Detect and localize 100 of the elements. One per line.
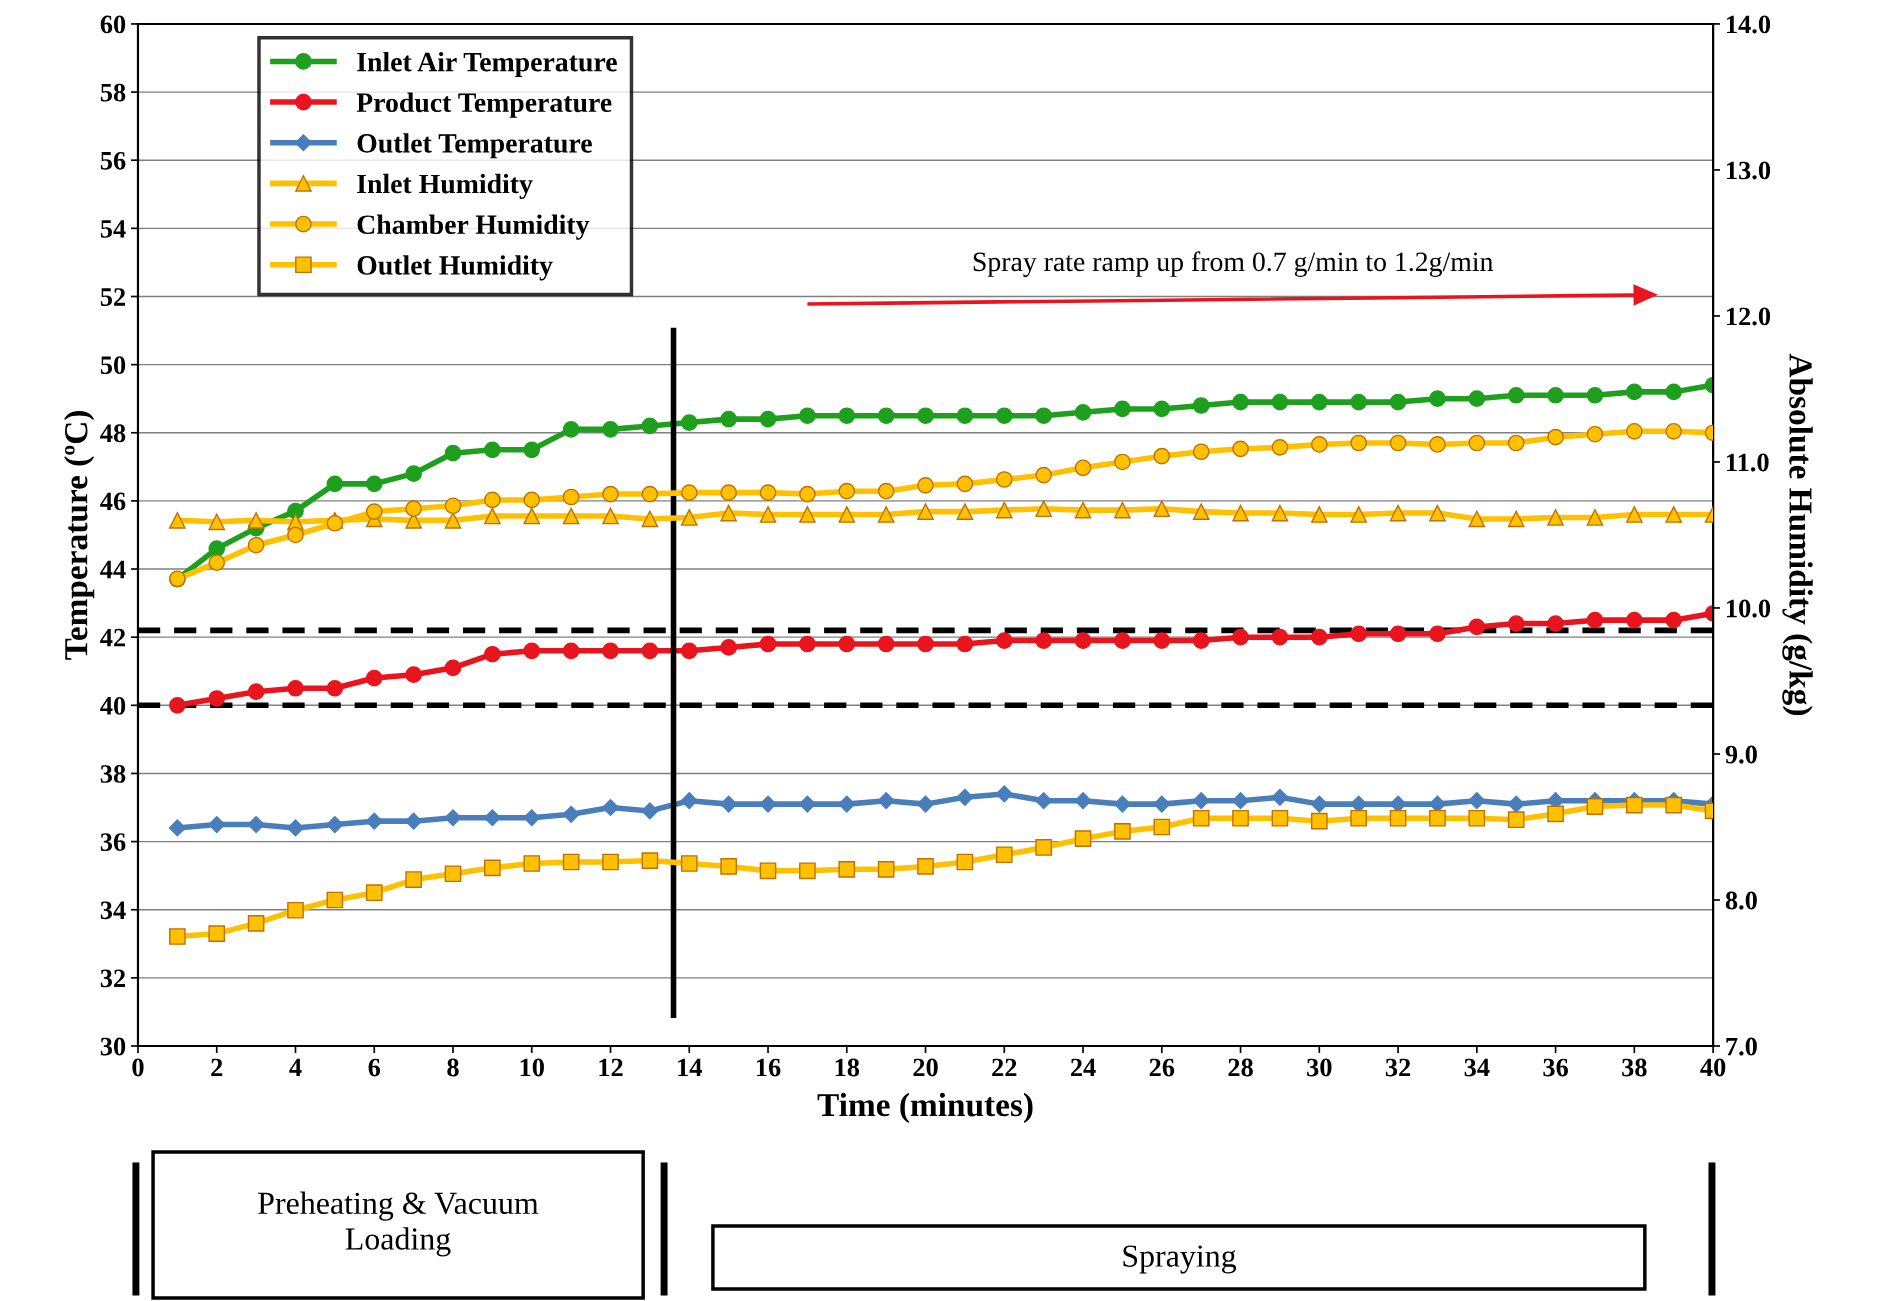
x-tick-label: 36	[1543, 1058, 1568, 1077]
point	[1468, 792, 1486, 810]
point	[680, 855, 698, 872]
point	[1350, 809, 1368, 827]
point	[247, 512, 265, 529]
point	[1035, 839, 1053, 856]
point	[601, 798, 620, 817]
point	[444, 444, 462, 462]
point	[1074, 792, 1092, 810]
point	[995, 471, 1013, 488]
x-tick-label: 22	[992, 1058, 1017, 1077]
point	[1114, 823, 1131, 840]
point	[877, 792, 895, 810]
point	[1389, 809, 1407, 827]
point	[956, 788, 974, 806]
point	[680, 642, 698, 660]
point	[1271, 628, 1289, 646]
point	[602, 421, 619, 438]
point	[995, 632, 1013, 649]
point	[1389, 625, 1407, 643]
point	[641, 485, 659, 503]
point	[1153, 400, 1171, 418]
point	[1153, 500, 1171, 518]
point	[326, 475, 344, 493]
point	[641, 852, 659, 869]
point	[484, 507, 501, 525]
point	[1468, 809, 1486, 827]
point	[405, 812, 423, 830]
point	[1310, 795, 1328, 813]
point	[1429, 436, 1446, 453]
point	[917, 407, 934, 425]
point	[1507, 386, 1525, 404]
point	[562, 507, 580, 525]
y-tick-label: 58	[100, 83, 126, 102]
point	[365, 503, 383, 520]
y-tick-label: 40	[100, 696, 126, 715]
point	[405, 871, 422, 888]
y-tick-label: 46	[100, 492, 126, 511]
y-tick-label: 32	[100, 969, 126, 988]
legend-label: Inlet Air Temperature	[357, 51, 617, 78]
point	[1429, 809, 1446, 827]
point	[680, 509, 698, 526]
point	[1547, 509, 1564, 526]
point	[1232, 628, 1249, 646]
point	[956, 853, 974, 871]
point	[1350, 625, 1368, 643]
point	[759, 410, 777, 428]
point	[1310, 393, 1328, 411]
point	[602, 642, 619, 660]
point	[208, 513, 226, 531]
point	[995, 501, 1013, 519]
point	[1468, 618, 1486, 636]
annotation: Spray rate ramp up from 0.7 g/min to 1.2g/min	[973, 251, 1494, 277]
point	[1114, 453, 1131, 471]
point	[641, 417, 659, 435]
point	[1310, 436, 1328, 453]
point	[1665, 611, 1683, 629]
point	[1192, 443, 1210, 461]
point	[523, 642, 541, 660]
point	[365, 669, 383, 687]
point	[1507, 510, 1525, 528]
point	[799, 506, 816, 523]
point	[1389, 393, 1407, 411]
point	[1192, 397, 1210, 414]
point	[602, 485, 619, 503]
point	[641, 510, 659, 528]
point	[1192, 792, 1210, 810]
point	[168, 819, 186, 837]
point	[1310, 812, 1328, 830]
x-tick-label: 2	[211, 1058, 223, 1077]
point	[759, 795, 777, 813]
point	[1468, 510, 1486, 528]
y-tick-label: 36	[100, 833, 126, 852]
point	[523, 855, 541, 872]
x-tick-label: 40	[1700, 1058, 1726, 1077]
point	[444, 809, 462, 827]
point	[1507, 615, 1525, 632]
point	[365, 884, 383, 902]
point	[1547, 615, 1564, 632]
point	[1429, 504, 1446, 522]
y2-tick-label: 7.0	[1726, 1037, 1757, 1056]
point	[1035, 466, 1053, 484]
y-tick-label: 38	[100, 765, 126, 783]
point	[759, 862, 777, 880]
point	[1547, 386, 1564, 404]
point	[562, 488, 580, 506]
text: Preheating & Vacuum Loading	[258, 1191, 539, 1257]
point	[1625, 383, 1643, 401]
point	[1468, 434, 1486, 452]
point	[917, 476, 934, 494]
text: Spraying	[1123, 1245, 1237, 1274]
point	[208, 690, 226, 707]
point	[365, 812, 383, 830]
point	[956, 503, 974, 520]
point	[1074, 403, 1092, 421]
point	[877, 635, 895, 653]
point	[1232, 792, 1250, 810]
point	[1271, 788, 1289, 806]
point	[680, 414, 698, 431]
point	[799, 862, 816, 880]
